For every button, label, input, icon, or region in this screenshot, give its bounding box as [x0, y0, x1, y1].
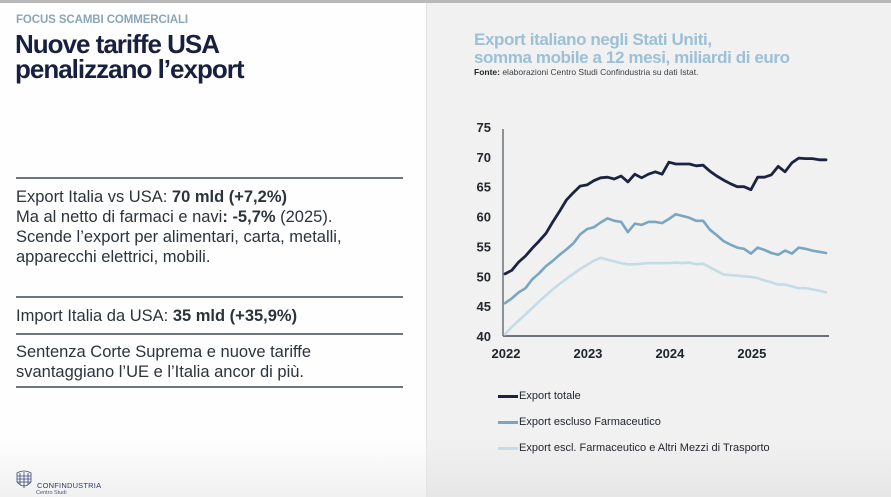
logo-subtitle: Centro Studi [36, 490, 67, 496]
export-summary: Export Italia vs USA: 70 mld (+7,2%) Ma … [16, 187, 342, 267]
y-tick-label: 70 [477, 150, 491, 165]
page-headline: Nuove tariffe USA penalizzano l’export [15, 29, 244, 84]
export-total-value: 70 mld (+7,2%) [171, 188, 287, 206]
logo-name: CONFINDUSTRIA [37, 481, 102, 490]
divider [16, 177, 403, 179]
x-tick-label: 2024 [655, 346, 685, 361]
export-net-value: : -5,7% [222, 208, 276, 226]
legend-item-export-totale: Export totale [498, 383, 770, 409]
series-line-export-escluso-farmaceutico [503, 212, 828, 305]
legend-label: Export escluso Farmaceutico [519, 416, 661, 428]
export-net-line: Ma al netto di farmaci e navi: -5,7% (20… [16, 208, 333, 226]
x-tick-label: 2022 [492, 346, 521, 361]
y-tick-label: 45 [477, 299, 491, 314]
legend-swatch [498, 394, 518, 398]
x-tick-label: 2023 [573, 346, 602, 361]
legend-swatch [498, 446, 518, 450]
y-axis-ticks: 40 45 50 55 60 65 70 75 [477, 120, 491, 344]
court-ruling-note: Sentenza Corte Suprema e nuove tariffe s… [16, 343, 312, 381]
chart-title: Export italiano negli Stati Uniti, somma… [474, 30, 790, 67]
x-axis-ticks: 2022 2023 2024 2025 [492, 346, 767, 361]
export-sectors-line-2: apparecchi elettrici, mobili. [16, 248, 211, 266]
chart-source: Fonte: elaborazioni Centro Studi Confind… [474, 67, 699, 77]
headline-line-1: Nuove tariffe USA [15, 29, 220, 59]
legend-swatch [498, 420, 518, 424]
y-tick-label: 50 [477, 269, 491, 284]
y-tick-label: 75 [477, 120, 491, 135]
export-total-line: Export Italia vs USA: 70 mld (+7,2%) [16, 188, 287, 206]
section-kicker: FOCUS SCAMBI COMMERCIALI [16, 14, 189, 26]
left-panel [0, 3, 427, 497]
y-tick-label: 60 [477, 210, 491, 225]
confindustria-logo: CONFINDUSTRIA Centro Studi [14, 470, 102, 496]
legend-label: Export escl. Farmaceutico e Altri Mezzi … [519, 442, 770, 454]
y-tick-label: 40 [477, 329, 491, 344]
legend-item-export-escl-farmaceutico-trasporto: Export escl. Farmaceutico e Altri Mezzi … [498, 435, 770, 461]
series-line-export-escl-farmaceutico-e-altri-mezzi-di-trasporto [503, 256, 828, 336]
import-value: 35 mld (+35,9%) [172, 307, 298, 325]
y-tick-label: 55 [477, 239, 491, 254]
chart-legend: Export totale Export escluso Farmaceutic… [498, 383, 770, 461]
divider [16, 386, 403, 388]
headline-line-2: penalizzano l’export [15, 54, 244, 84]
divider [16, 296, 403, 298]
x-tick-label: 2025 [737, 346, 766, 361]
series-line-export-totale [503, 156, 828, 276]
divider [16, 333, 403, 335]
series-lines [503, 156, 828, 336]
confindustria-eagle-icon [16, 470, 32, 488]
export-sectors-line: Scende l’export per alimentari, carta, m… [16, 228, 342, 246]
import-summary: Import Italia da USA: 35 mld (+35,9%) [16, 307, 298, 325]
legend-item-export-escluso-farmaceutico: Export escluso Farmaceutico [498, 409, 770, 435]
legend-label: Export totale [519, 390, 581, 402]
y-tick-label: 65 [477, 180, 491, 195]
top-border [0, 0, 891, 3]
